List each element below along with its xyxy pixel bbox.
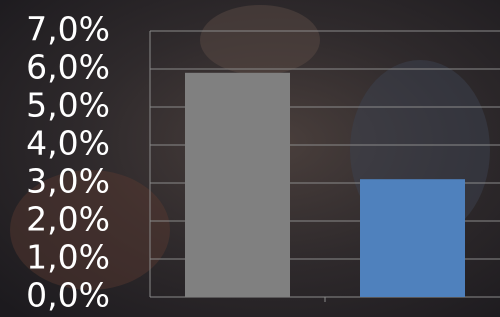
y-tick-label: 1,0%	[26, 238, 110, 277]
y-tick-label: 4,0%	[26, 124, 110, 163]
y-tick-label: 0,0%	[26, 276, 110, 315]
bar	[360, 179, 465, 297]
chart: 0,0%1,0%2,0%3,0%4,0%5,0%6,0%7,0%	[0, 0, 500, 317]
bar	[185, 73, 290, 297]
y-tick-label: 2,0%	[26, 200, 110, 239]
y-tick-label: 3,0%	[26, 162, 110, 201]
background-blur	[200, 5, 320, 75]
y-tick-label: 6,0%	[26, 48, 110, 87]
y-tick-label: 7,0%	[26, 10, 110, 49]
y-tick-label: 5,0%	[26, 86, 110, 125]
page: 0,0%1,0%2,0%3,0%4,0%5,0%6,0%7,0% (() => …	[0, 0, 500, 317]
